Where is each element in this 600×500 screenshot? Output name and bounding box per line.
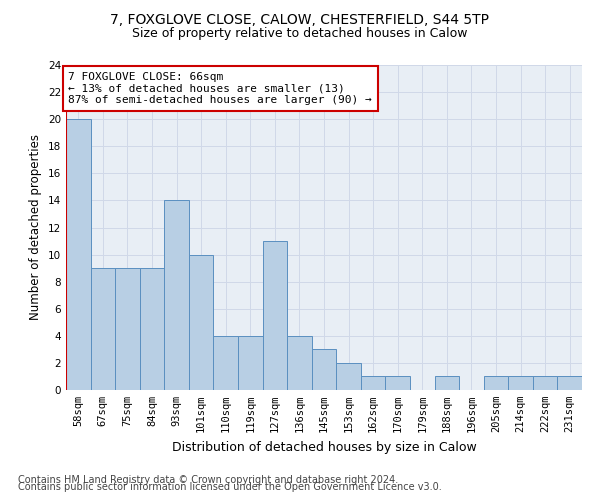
Text: Size of property relative to detached houses in Calow: Size of property relative to detached ho… (132, 28, 468, 40)
Bar (164, 200, 189, 390)
Bar (115, 268, 140, 390)
Y-axis label: Number of detached properties: Number of detached properties (29, 134, 43, 320)
Bar (385, 376, 410, 390)
Bar (484, 376, 508, 390)
X-axis label: Distribution of detached houses by size in Calow: Distribution of detached houses by size … (172, 440, 476, 454)
Text: 7, FOXGLOVE CLOSE, CALOW, CHESTERFIELD, S44 5TP: 7, FOXGLOVE CLOSE, CALOW, CHESTERFIELD, … (110, 12, 490, 26)
Bar (140, 268, 164, 390)
Bar (189, 254, 214, 390)
Text: Contains public sector information licensed under the Open Government Licence v3: Contains public sector information licen… (18, 482, 442, 492)
Bar (508, 376, 533, 390)
Bar (312, 350, 336, 390)
Bar (214, 336, 238, 390)
Text: Contains HM Land Registry data © Crown copyright and database right 2024.: Contains HM Land Registry data © Crown c… (18, 475, 398, 485)
Bar (91, 268, 115, 390)
Bar (434, 376, 459, 390)
Bar (336, 363, 361, 390)
Bar (361, 376, 385, 390)
Bar (533, 376, 557, 390)
Bar (263, 241, 287, 390)
Bar (557, 376, 582, 390)
Text: 7 FOXGLOVE CLOSE: 66sqm
← 13% of detached houses are smaller (13)
87% of semi-de: 7 FOXGLOVE CLOSE: 66sqm ← 13% of detache… (68, 72, 372, 105)
Bar (66, 119, 91, 390)
Bar (287, 336, 312, 390)
Bar (238, 336, 263, 390)
